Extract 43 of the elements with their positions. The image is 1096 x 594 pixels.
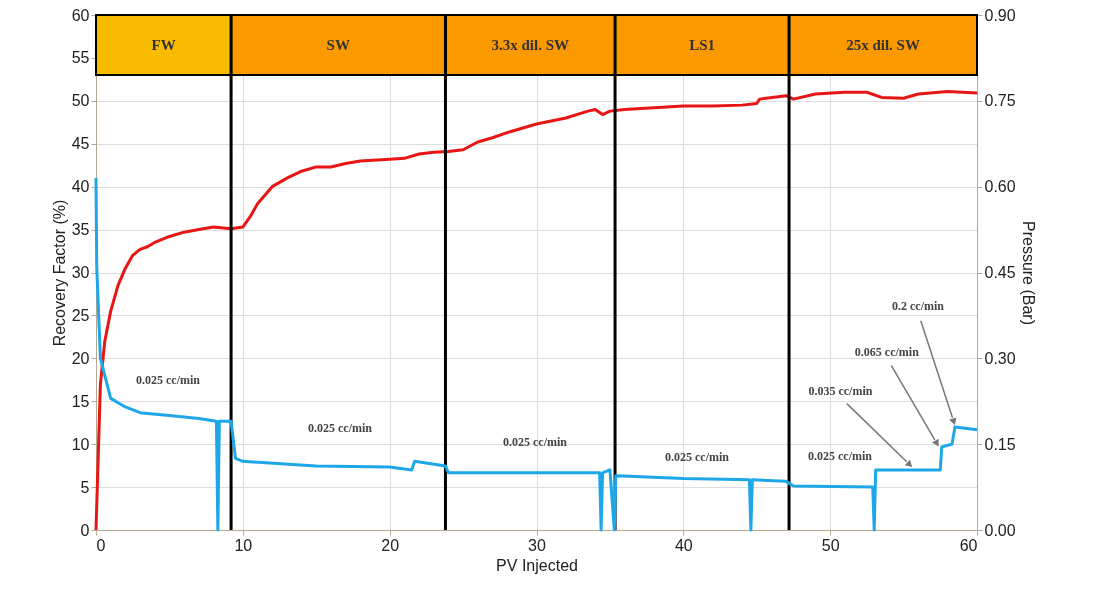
y-tick-label: 50 [71,92,90,110]
y-tick-label: 30 [71,264,90,281]
x-tick-label: 50 [821,536,840,554]
annotation: 0.025 cc/min [136,373,201,387]
y-tick-label: 10 [71,435,90,453]
x-tick-label: 30 [528,536,546,554]
annotation: 0.025 cc/min [808,449,873,463]
band-label: FW [151,37,176,53]
y2-tick-label: 0.75 [984,92,1016,110]
annotation: 0.025 cc/min [308,421,373,435]
y-axis-title: Recovery Factor (%) [50,199,68,347]
annotation: 0.025 cc/min [665,450,730,464]
band-label: SW [326,37,350,53]
annotation: 0.035 cc/min [808,384,873,399]
y-tick-label: 35 [71,221,90,239]
y2-tick-label: 0.60 [984,178,1016,196]
y2-tick-label: 0.45 [984,264,1016,281]
y2-axis-title: Pressure (Bar) [1019,220,1037,326]
y-tick-label: 0 [80,521,90,539]
x-tick-label: 10 [234,536,253,554]
y2-tick-label: 0.15 [984,435,1016,453]
y-tick-label: 60 [71,6,90,24]
y-tick-label: 45 [71,135,90,153]
band-label: 3.3x dil. SW [491,37,570,53]
annotation: 0.025 cc/min [503,435,568,449]
y-tick-label: 5 [80,478,90,496]
annotation: 0.2 cc/min [891,299,945,314]
y2-tick-label: 0.00 [984,521,1016,539]
y2-tick-label: 0.30 [984,349,1016,367]
annotation: 0.065 cc/min [854,344,920,359]
y-tick-label: 55 [71,49,90,67]
y-tick-label: 15 [71,392,90,410]
y-tick-label: 40 [71,178,90,196]
band-label: LS1 [689,37,715,53]
x-tick-label: 20 [381,536,400,554]
x-tick-label: 40 [674,536,693,554]
y-tick-label: 20 [71,349,90,367]
x-axis-title: PV Injected [496,556,578,574]
band-label: 25x dil. SW [846,37,920,53]
y2-tick-label: 0.90 [984,6,1016,24]
x-tick-label: 60 [959,536,978,554]
y-tick-label: 25 [71,306,90,324]
x-tick-label: 0 [96,536,106,554]
